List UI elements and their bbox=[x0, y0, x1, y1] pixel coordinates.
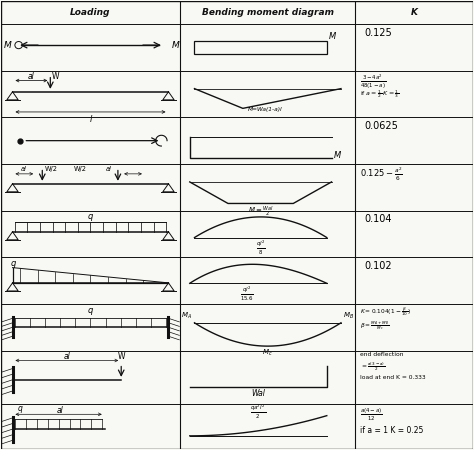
Text: W: W bbox=[51, 72, 59, 81]
Text: W/2: W/2 bbox=[45, 166, 58, 172]
Text: $\frac{ql^2}{8}$: $\frac{ql^2}{8}$ bbox=[255, 239, 265, 257]
Text: $M_c$: $M_c$ bbox=[263, 347, 273, 358]
Text: M: M bbox=[334, 151, 341, 160]
Text: al: al bbox=[56, 406, 63, 415]
Bar bbox=[194, 40, 327, 54]
Text: al: al bbox=[106, 166, 111, 172]
Text: Loading: Loading bbox=[70, 8, 111, 17]
Text: 0.104: 0.104 bbox=[365, 214, 392, 224]
Text: q: q bbox=[88, 212, 93, 221]
Text: 0.102: 0.102 bbox=[365, 261, 392, 271]
Text: $\frac{ql^2}{15.6}$: $\frac{ql^2}{15.6}$ bbox=[240, 285, 254, 303]
Text: W: W bbox=[118, 352, 125, 361]
Text: q: q bbox=[10, 259, 16, 268]
Text: M=Wa(1-a)l: M=Wa(1-a)l bbox=[247, 107, 282, 112]
Text: K: K bbox=[411, 8, 418, 17]
Text: $0.125-\frac{a^2}{6}$: $0.125-\frac{a^2}{6}$ bbox=[360, 166, 403, 183]
Text: M: M bbox=[4, 40, 12, 50]
Text: q: q bbox=[88, 306, 93, 315]
Text: $\frac{a(4-a)}{12}$
if a = 1 K = 0.25: $\frac{a(4-a)}{12}$ if a = 1 K = 0.25 bbox=[360, 406, 423, 435]
Text: 0.125: 0.125 bbox=[365, 27, 392, 38]
Text: l: l bbox=[89, 115, 91, 124]
Text: Bending moment diagram: Bending moment diagram bbox=[202, 8, 334, 17]
Text: $M=\frac{Wal}{2}$: $M=\frac{Wal}{2}$ bbox=[248, 204, 273, 219]
Text: $\frac{qa^2l^2}{2}$: $\frac{qa^2l^2}{2}$ bbox=[250, 403, 266, 422]
Text: end deflection
$=\frac{a(3-a)}{2}$
load at end K = 0.333: end deflection $=\frac{a(3-a)}{2}$ load … bbox=[360, 352, 426, 380]
Text: al: al bbox=[20, 166, 27, 172]
Text: M: M bbox=[329, 32, 337, 40]
Text: $M_A$: $M_A$ bbox=[181, 311, 192, 321]
Text: if $a=\frac{1}{2}$ $K=\frac{1}{3}$: if $a=\frac{1}{2}$ $K=\frac{1}{3}$ bbox=[360, 88, 400, 100]
Text: Wal: Wal bbox=[251, 389, 265, 398]
Text: M: M bbox=[172, 40, 180, 50]
Text: $M_B$: $M_B$ bbox=[343, 311, 355, 321]
Text: W/2: W/2 bbox=[73, 166, 87, 172]
Text: q: q bbox=[17, 404, 22, 413]
Text: $\frac{3-4a^2}{48(1-a)}$: $\frac{3-4a^2}{48(1-a)}$ bbox=[360, 72, 386, 91]
Text: $K=0.104(1-\frac{\beta}{10})$
$\beta=\frac{M_A+M_B}{M_c}$: $K=0.104(1-\frac{\beta}{10})$ $\beta=\fr… bbox=[360, 306, 411, 333]
Text: 0.0625: 0.0625 bbox=[365, 121, 399, 131]
Text: al: al bbox=[64, 352, 70, 361]
Text: al: al bbox=[28, 72, 35, 81]
